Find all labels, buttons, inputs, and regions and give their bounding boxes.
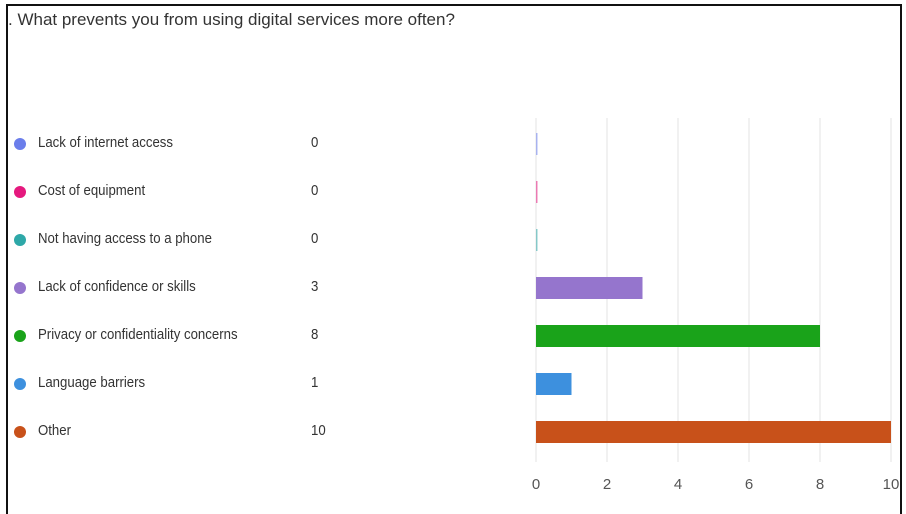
legend-label: Cost of equipment [38, 182, 146, 199]
legend-count: 8 [311, 326, 319, 343]
legend-count: 10 [311, 422, 326, 439]
x-tick-label: 10 [883, 476, 900, 493]
legend-count: 3 [311, 278, 319, 295]
legend-count: 0 [311, 134, 319, 151]
legend-item: Lack of confidence or skills 3 [14, 277, 344, 299]
bar[interactable] [536, 133, 538, 155]
x-tick-label: 2 [603, 476, 611, 493]
legend-item: Cost of equipment 0 [14, 181, 344, 203]
legend-item: Other 10 [14, 421, 344, 443]
legend-swatch [14, 138, 26, 150]
x-tick-label: 6 [745, 476, 753, 493]
legend-label: Other [38, 422, 72, 439]
legend-label: Language barriers [38, 374, 146, 391]
legend-item: Language barriers 1 [14, 373, 344, 395]
chart-title: . What prevents you from using digital s… [8, 10, 455, 29]
bar[interactable] [536, 277, 643, 299]
legend-label: Privacy or confidentiality concerns [38, 326, 238, 343]
legend-item: Privacy or confidentiality concerns 8 [14, 325, 344, 347]
bar[interactable] [536, 373, 572, 395]
legend-count: 0 [311, 230, 319, 247]
legend-swatch [14, 186, 26, 198]
legend-swatch [14, 330, 26, 342]
chart-frame [6, 4, 902, 514]
legend-item: Not having access to a phone 0 [14, 229, 344, 251]
legend-swatch [14, 234, 26, 246]
legend-swatch [14, 378, 26, 390]
legend-label: Lack of confidence or skills [38, 278, 196, 295]
legend-label: Lack of internet access [38, 134, 174, 151]
bar[interactable] [536, 229, 538, 251]
legend-swatch [14, 282, 26, 294]
legend-item: Lack of internet access 0 [14, 133, 344, 155]
bar[interactable] [536, 325, 820, 347]
legend-count: 1 [311, 374, 319, 391]
x-tick-label: 0 [532, 476, 540, 493]
legend-count: 0 [311, 182, 319, 199]
legend-label: Not having access to a phone [38, 230, 212, 247]
x-tick-label: 4 [674, 476, 682, 493]
bar[interactable] [536, 421, 891, 443]
bar[interactable] [536, 181, 538, 203]
legend-swatch [14, 426, 26, 438]
x-tick-label: 8 [816, 476, 824, 493]
